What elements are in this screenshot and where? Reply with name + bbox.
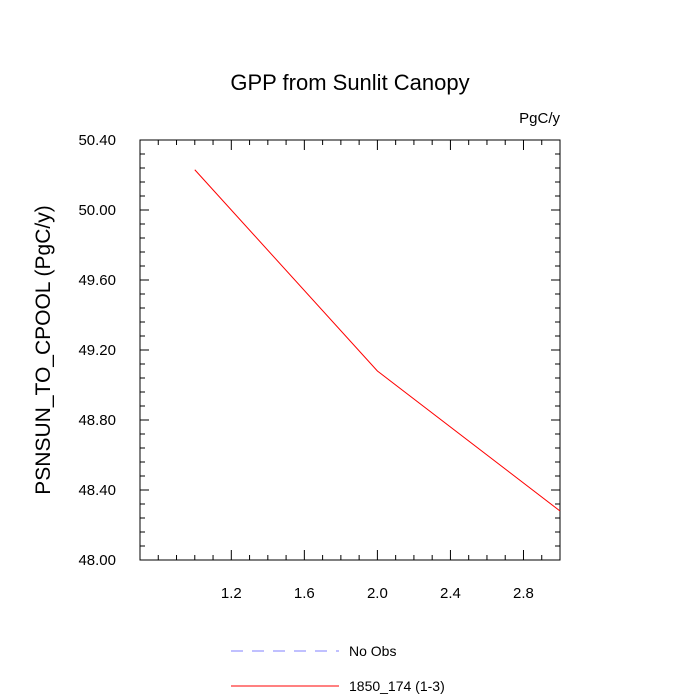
axis-ticks <box>139 139 561 561</box>
series-layer <box>194 169 561 512</box>
x-tick-label: 2.4 <box>440 585 461 602</box>
plot-frame <box>139 139 561 561</box>
y-tick-label: 50.00 <box>78 202 116 219</box>
y-tick-label: 49.20 <box>78 342 116 359</box>
legend-label: 1850_174 (1-3) <box>349 678 445 694</box>
legend-label: No Obs <box>349 643 396 659</box>
x-tick-label: 2.8 <box>513 585 534 602</box>
x-tick-label: 1.2 <box>221 585 242 602</box>
chart-title: GPP from Sunlit Canopy <box>230 70 469 95</box>
y-axis-label: PSNSUN_TO_CPOOL (PgC/y) <box>32 205 55 494</box>
units-label: PgC/y <box>519 110 560 127</box>
legend: No Obs 1850_174 (1-3) <box>231 643 445 694</box>
y-tick-label: 48.80 <box>78 412 116 429</box>
x-tick-label: 1.6 <box>294 585 315 602</box>
y-tick-label: 49.60 <box>78 272 116 289</box>
x-tick-labels: 1.2 1.6 2.0 2.4 2.8 <box>221 585 534 602</box>
x-tick-label: 2.0 <box>367 585 388 602</box>
y-tick-label: 48.40 <box>78 482 116 499</box>
series-line <box>194 169 561 512</box>
y-tick-label: 50.40 <box>78 132 116 149</box>
y-tick-label: 48.00 <box>78 552 116 569</box>
y-tick-labels: 48.00 48.40 48.80 49.20 49.60 50.00 50.40 <box>78 132 116 569</box>
